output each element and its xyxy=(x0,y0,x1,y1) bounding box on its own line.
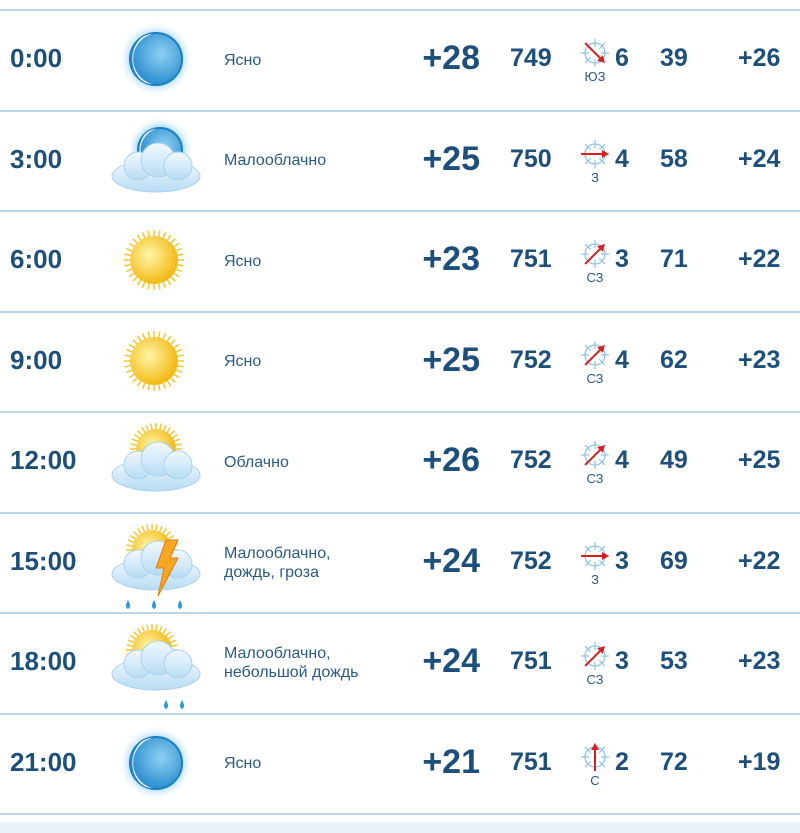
wind-direction-label: СЗ xyxy=(586,471,604,486)
wind-direction-label: З xyxy=(591,169,599,185)
time-label: 12:00 xyxy=(10,445,77,475)
wind-direction-label: С xyxy=(590,772,600,788)
wind-speed: 2 xyxy=(615,747,629,776)
time-label: 21:00 xyxy=(10,746,77,777)
condition-text: Малооблачно, дождь, гроза xyxy=(224,544,331,581)
sun-cloud-icon xyxy=(108,415,204,511)
wind-direction-label: З xyxy=(591,571,599,587)
condition-text: Ясно xyxy=(224,252,262,270)
wind-direction-label: СЗ xyxy=(586,672,604,687)
wind-speed: 4 xyxy=(615,345,629,374)
feels-like-temperature: +22 xyxy=(738,245,781,273)
wind-direction-icon: З xyxy=(578,138,612,188)
forecast-row: 12:00 Облачно +26 752 СЗ 4 49 +25 xyxy=(0,411,800,512)
pressure: 751 xyxy=(510,245,552,273)
condition-text: Ясно xyxy=(224,51,262,69)
time-label: 0:00 xyxy=(10,43,63,73)
feels-like-temperature: +24 xyxy=(738,144,781,173)
wind-speed: 4 xyxy=(615,144,629,173)
temperature: +24 xyxy=(422,541,480,580)
feels-like-temperature: +19 xyxy=(738,747,781,776)
pressure: 750 xyxy=(510,144,552,173)
wind-direction-icon: СЗ xyxy=(578,439,612,489)
forecast-row: 6:00 Ясно +23 751 СЗ 3 71 +22 xyxy=(0,210,800,311)
condition-text: Облачно xyxy=(224,453,289,471)
wind-direction-label: СЗ xyxy=(586,270,604,285)
wind-direction-icon: СЗ xyxy=(578,339,612,389)
wind-speed: 3 xyxy=(615,647,629,675)
row-divider xyxy=(0,813,800,815)
forecast-row: 0:00 Ясно +28 749 ЮЗ 6 39 +26 xyxy=(0,9,800,110)
humidity: 39 xyxy=(660,44,688,72)
feels-like-temperature: +22 xyxy=(738,546,781,575)
pressure: 752 xyxy=(510,345,552,374)
pressure: 752 xyxy=(510,546,552,575)
condition-text: Ясно xyxy=(224,353,262,370)
forecast-row: 9:00 Ясно +25 752 СЗ 4 62 +23 xyxy=(0,310,800,412)
time-label: 15:00 xyxy=(10,545,77,576)
feels-like-temperature: +25 xyxy=(738,446,781,474)
wind-direction-label: ЮЗ xyxy=(584,69,606,84)
temperature: +23 xyxy=(422,240,480,278)
wind-speed: 6 xyxy=(615,44,629,72)
forecast-row: 21:00 Ясно +21 751 С 2 72 +19 xyxy=(0,712,800,814)
moon-icon xyxy=(108,13,204,109)
sun-cloud-rain-icon xyxy=(108,616,204,712)
hourly-forecast-table: 0:00 Ясно +28 749 ЮЗ 6 39 +26 3:00 Малоо… xyxy=(0,9,800,815)
humidity: 58 xyxy=(660,144,688,173)
feels-like-temperature: +26 xyxy=(738,44,781,72)
moon-cloud-icon xyxy=(108,114,204,210)
temperature: +25 xyxy=(422,139,480,178)
condition-text: Малооблачно xyxy=(224,152,327,169)
footer-strip xyxy=(0,822,800,833)
time-label: 6:00 xyxy=(10,244,63,274)
humidity: 69 xyxy=(660,546,688,575)
condition-text: Малооблачно, небольшой дождь xyxy=(224,645,359,681)
wind-direction-icon: СЗ xyxy=(578,238,612,288)
wind-direction-icon: С xyxy=(578,741,612,791)
humidity: 71 xyxy=(660,245,688,273)
sun-icon xyxy=(108,315,204,411)
humidity: 62 xyxy=(660,345,688,374)
time-label: 9:00 xyxy=(10,344,63,375)
forecast-row: 15:00 Малооблачно, дождь, гроза +24 752 З… xyxy=(0,511,800,613)
temperature: +26 xyxy=(422,441,480,479)
pressure: 752 xyxy=(510,446,552,474)
pressure: 749 xyxy=(510,44,552,72)
moon-icon xyxy=(108,717,204,813)
time-label: 3:00 xyxy=(10,143,63,174)
pressure: 751 xyxy=(510,647,552,675)
temperature: +28 xyxy=(422,39,480,77)
wind-direction-label: СЗ xyxy=(586,370,604,386)
pressure: 751 xyxy=(510,747,552,776)
humidity: 49 xyxy=(660,446,688,474)
wind-speed: 3 xyxy=(615,546,629,575)
condition-text: Ясно xyxy=(224,755,262,772)
feels-like-temperature: +23 xyxy=(738,647,781,675)
time-label: 18:00 xyxy=(10,646,77,676)
humidity: 53 xyxy=(660,647,688,675)
wind-speed: 4 xyxy=(615,446,629,474)
forecast-row: 3:00 Малооблачно +25 750 З 4 58 +24 xyxy=(0,109,800,211)
forecast-row: 18:00 Малооблачно, небольшой дождь +24 75… xyxy=(0,612,800,713)
humidity: 72 xyxy=(660,747,688,776)
thunderstorm-rain-icon xyxy=(108,516,204,612)
wind-direction-icon: СЗ xyxy=(578,640,612,690)
wind-direction-icon: З xyxy=(578,540,612,590)
temperature: +21 xyxy=(422,742,480,781)
wind-speed: 3 xyxy=(615,245,629,273)
wind-direction-icon: ЮЗ xyxy=(578,37,612,87)
temperature: +24 xyxy=(422,642,480,680)
temperature: +25 xyxy=(422,340,480,379)
sun-icon xyxy=(108,214,204,310)
feels-like-temperature: +23 xyxy=(738,345,781,374)
